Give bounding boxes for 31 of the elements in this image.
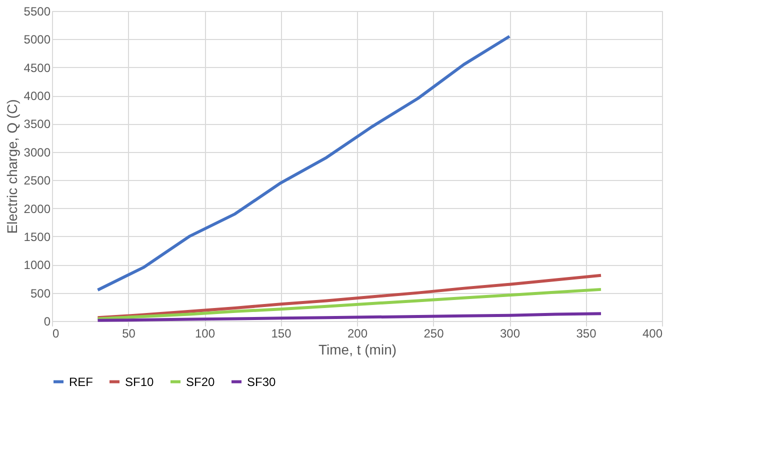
line-series (96, 288, 602, 320)
x-tick-label: 50 (122, 326, 136, 340)
y-tick-label: 3000 (24, 145, 51, 160)
line-series (96, 34, 511, 292)
legend-label: SF30 (247, 374, 276, 389)
line-series (96, 312, 602, 322)
x-tick-label: 400 (642, 326, 663, 340)
x-tick-label: 250 (424, 326, 444, 340)
y-tick-label: 5500 (24, 4, 51, 18)
line-series (96, 274, 602, 320)
y-tick-label: 3500 (24, 117, 51, 132)
x-tick-label: 0 (52, 326, 60, 340)
y-tick-label: 4500 (24, 60, 51, 75)
y-tick-label: 500 (30, 286, 51, 300)
x-tick-label: 100 (194, 326, 216, 340)
y-tick-label: 2500 (24, 174, 51, 188)
x-tick-label: 350 (576, 326, 597, 340)
y-tick-label: 4000 (24, 89, 51, 104)
y-tick-label: 1500 (24, 230, 51, 244)
y-tick-label: 5000 (24, 32, 51, 47)
y-axis-title: Electric charge, Q (C) (4, 99, 20, 234)
y-tick-label: 0 (44, 314, 51, 328)
y-tick-label: 1000 (24, 258, 51, 272)
legend-label: REF (69, 374, 93, 389)
legend-label: SF10 (125, 374, 154, 389)
y-tick-label: 2000 (24, 202, 51, 216)
x-tick-label: 150 (271, 326, 292, 340)
x-tick-label: 300 (500, 326, 520, 340)
x-axis-title: Time, t (min) (318, 342, 397, 358)
x-tick-label: 200 (347, 326, 368, 340)
legend-label: SF20 (186, 374, 216, 389)
